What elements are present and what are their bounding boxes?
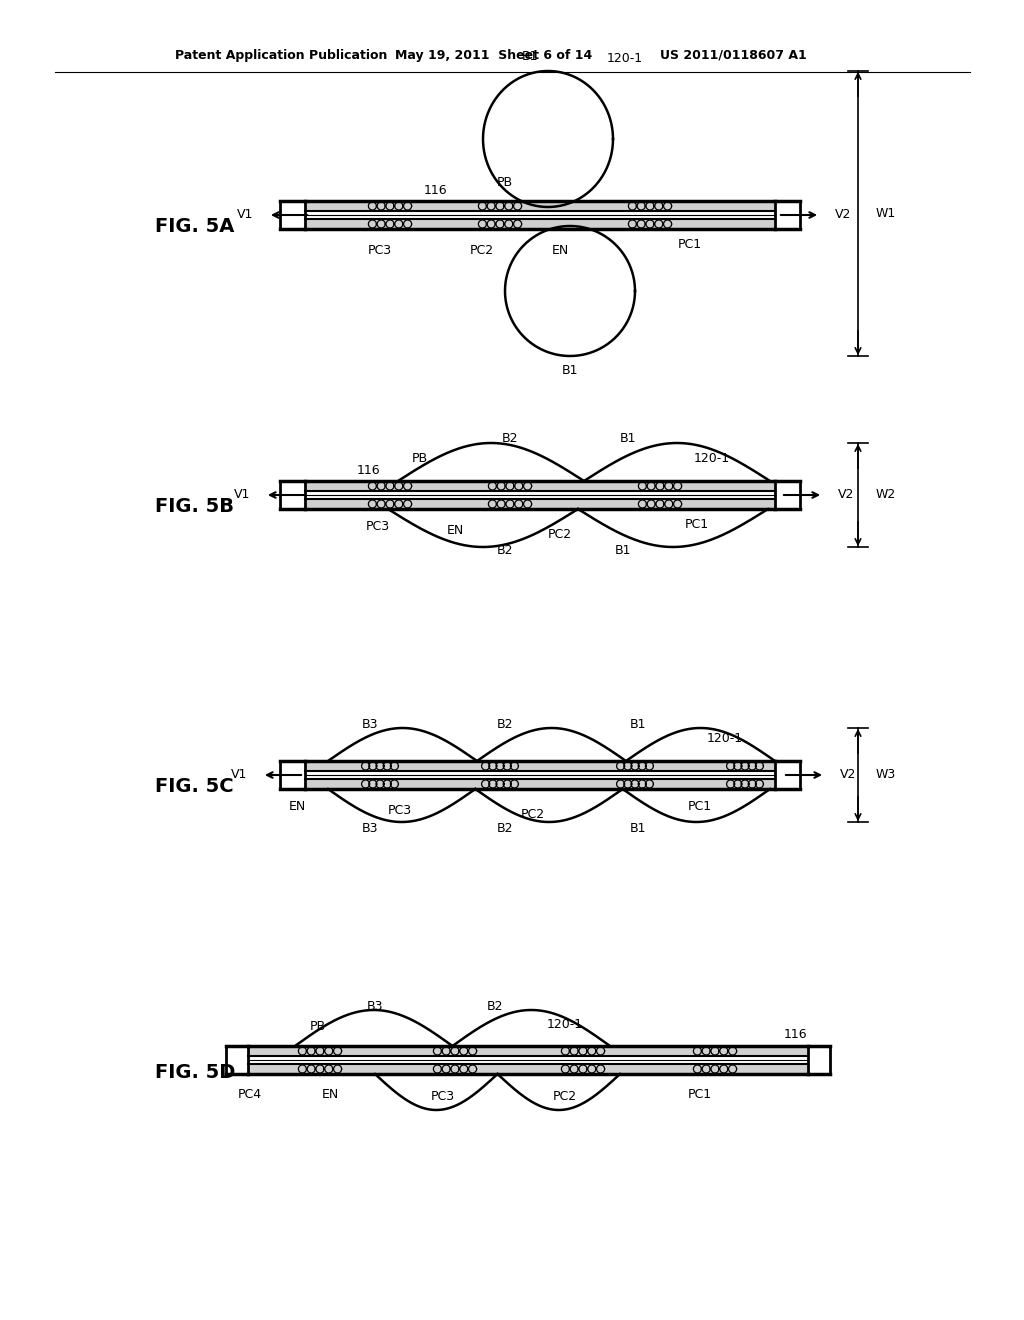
Text: V2: V2: [838, 488, 854, 502]
Text: 120-1: 120-1: [547, 1018, 583, 1031]
Text: B3: B3: [367, 999, 383, 1012]
Text: PC2: PC2: [521, 808, 545, 821]
Text: PC4: PC4: [238, 1088, 262, 1101]
Text: PB: PB: [497, 177, 513, 190]
Text: W2: W2: [876, 488, 896, 502]
Text: 120-1: 120-1: [707, 733, 743, 746]
Text: PC3: PC3: [368, 244, 392, 257]
Text: 116: 116: [423, 185, 446, 198]
Text: B2: B2: [497, 822, 513, 836]
Text: FIG. 5A: FIG. 5A: [155, 218, 234, 236]
Text: B2: B2: [497, 718, 513, 730]
Text: 116: 116: [356, 465, 380, 478]
Text: PC3: PC3: [388, 804, 412, 817]
Text: PC1: PC1: [688, 1088, 712, 1101]
Text: US 2011/0118607 A1: US 2011/0118607 A1: [660, 49, 807, 62]
Text: B2: B2: [497, 544, 513, 557]
Text: EN: EN: [322, 1088, 339, 1101]
Text: PC1: PC1: [685, 517, 709, 531]
Text: B2: B2: [486, 999, 503, 1012]
Text: EN: EN: [446, 524, 464, 537]
Text: PB: PB: [412, 453, 428, 466]
Text: FIG. 5C: FIG. 5C: [155, 777, 233, 796]
Text: PC1: PC1: [688, 800, 712, 813]
Text: W3: W3: [876, 768, 896, 781]
Text: B1: B1: [630, 822, 646, 836]
Text: V2: V2: [835, 209, 851, 222]
Text: B1: B1: [562, 364, 579, 378]
Text: PC3: PC3: [366, 520, 390, 533]
Text: V1: V1: [233, 488, 250, 502]
Text: EN: EN: [551, 244, 568, 257]
Text: PC1: PC1: [678, 238, 702, 251]
Text: V1: V1: [237, 209, 253, 222]
Text: PC2: PC2: [548, 528, 572, 540]
Text: V1: V1: [230, 768, 247, 781]
Text: B3: B3: [361, 822, 378, 836]
Text: PC2: PC2: [553, 1089, 578, 1102]
Text: PB: PB: [310, 1019, 326, 1032]
Text: EN: EN: [289, 800, 305, 813]
Text: Patent Application Publication: Patent Application Publication: [175, 49, 387, 62]
Text: B1: B1: [614, 544, 631, 557]
Text: PC2: PC2: [470, 244, 494, 257]
Text: B3: B3: [361, 718, 378, 730]
Text: FIG. 5B: FIG. 5B: [155, 498, 234, 516]
Text: W1: W1: [876, 207, 896, 220]
Text: May 19, 2011  Sheet 6 of 14: May 19, 2011 Sheet 6 of 14: [395, 49, 592, 62]
Text: 120-1: 120-1: [694, 453, 730, 466]
Text: B1: B1: [630, 718, 646, 730]
Text: 120-1: 120-1: [607, 53, 643, 66]
Text: PC3: PC3: [431, 1089, 455, 1102]
Text: V2: V2: [840, 768, 856, 781]
Text: B1: B1: [522, 50, 539, 63]
Text: 116: 116: [783, 1027, 807, 1040]
Text: B2: B2: [502, 433, 518, 446]
Text: FIG. 5D: FIG. 5D: [155, 1063, 236, 1081]
Text: B1: B1: [620, 433, 636, 446]
